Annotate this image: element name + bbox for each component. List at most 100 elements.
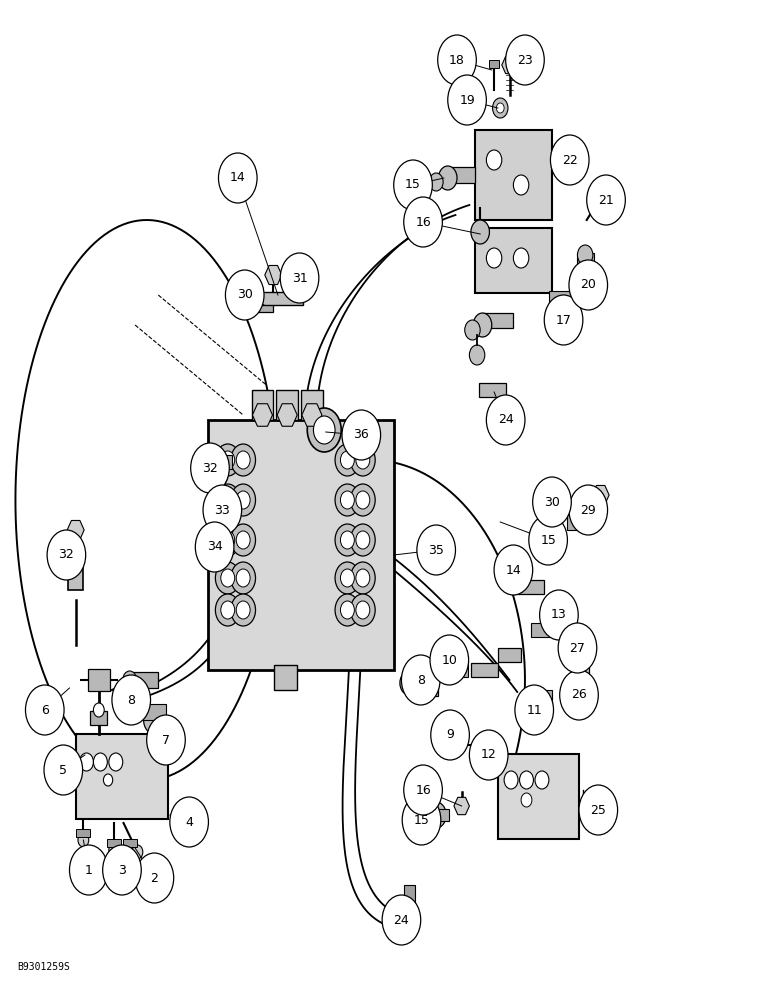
Bar — [76, 734, 168, 819]
Circle shape — [356, 451, 370, 469]
Circle shape — [448, 730, 463, 750]
Circle shape — [471, 220, 489, 244]
Circle shape — [236, 451, 250, 469]
Polygon shape — [67, 520, 84, 540]
Circle shape — [430, 635, 469, 685]
Circle shape — [340, 491, 354, 509]
Circle shape — [144, 706, 165, 734]
Bar — [404, 885, 415, 907]
Text: 23: 23 — [517, 53, 533, 66]
Circle shape — [25, 685, 64, 735]
Circle shape — [350, 562, 375, 594]
Bar — [498, 754, 579, 839]
Bar — [529, 690, 552, 706]
Polygon shape — [302, 404, 322, 426]
Circle shape — [335, 594, 360, 626]
Text: 20: 20 — [581, 278, 596, 291]
Text: 4: 4 — [185, 815, 193, 828]
Circle shape — [236, 569, 250, 587]
Bar — [252, 390, 273, 420]
Bar — [471, 663, 499, 677]
Circle shape — [544, 295, 583, 345]
Circle shape — [231, 524, 256, 556]
Circle shape — [335, 562, 360, 594]
Circle shape — [350, 484, 375, 516]
Text: 5: 5 — [59, 764, 67, 776]
Circle shape — [135, 853, 174, 903]
Circle shape — [215, 524, 240, 556]
Circle shape — [350, 594, 375, 626]
Circle shape — [356, 491, 370, 509]
Text: 10: 10 — [442, 654, 457, 667]
Circle shape — [112, 675, 151, 725]
Circle shape — [382, 895, 421, 945]
Circle shape — [535, 771, 549, 789]
Circle shape — [554, 297, 574, 323]
Circle shape — [540, 590, 578, 640]
Text: 29: 29 — [581, 504, 596, 516]
Text: 11: 11 — [527, 704, 542, 716]
Circle shape — [280, 253, 319, 303]
Bar — [107, 839, 121, 847]
Polygon shape — [435, 639, 451, 657]
Text: 21: 21 — [598, 194, 614, 207]
Circle shape — [521, 793, 532, 807]
Circle shape — [342, 410, 381, 460]
Circle shape — [195, 522, 234, 572]
Text: 18: 18 — [449, 53, 465, 66]
Circle shape — [506, 35, 544, 85]
Circle shape — [473, 313, 492, 337]
Circle shape — [579, 785, 618, 835]
Text: 35: 35 — [428, 544, 444, 556]
Circle shape — [496, 103, 504, 113]
Text: 25: 25 — [591, 804, 606, 816]
Bar — [88, 669, 110, 691]
Circle shape — [231, 594, 256, 626]
Bar — [567, 514, 591, 530]
Circle shape — [335, 524, 360, 556]
Circle shape — [486, 248, 502, 268]
Circle shape — [103, 845, 141, 895]
Text: 32: 32 — [202, 462, 218, 475]
Bar — [596, 181, 608, 211]
Circle shape — [356, 601, 370, 619]
Circle shape — [350, 444, 375, 476]
Bar — [127, 672, 158, 688]
Circle shape — [513, 248, 529, 268]
Text: 16: 16 — [415, 784, 431, 796]
Circle shape — [356, 531, 370, 549]
Circle shape — [78, 833, 89, 847]
Bar — [123, 839, 137, 847]
Circle shape — [221, 569, 235, 587]
Circle shape — [221, 601, 235, 619]
Text: 36: 36 — [354, 428, 369, 442]
Circle shape — [438, 166, 457, 190]
Circle shape — [448, 75, 486, 125]
Circle shape — [221, 531, 235, 549]
Circle shape — [231, 484, 256, 516]
Circle shape — [587, 175, 625, 225]
Text: B9301259S: B9301259S — [17, 962, 69, 972]
Circle shape — [402, 795, 441, 845]
Bar — [283, 281, 304, 295]
Circle shape — [93, 703, 104, 717]
Text: 15: 15 — [405, 178, 421, 192]
Polygon shape — [594, 186, 610, 204]
Circle shape — [558, 623, 597, 673]
Circle shape — [191, 443, 229, 493]
Polygon shape — [454, 797, 469, 815]
Circle shape — [493, 98, 508, 118]
Circle shape — [221, 491, 235, 509]
Circle shape — [486, 734, 503, 756]
Text: 33: 33 — [215, 504, 230, 516]
Circle shape — [469, 345, 485, 365]
Text: 8: 8 — [127, 694, 135, 706]
Text: 9: 9 — [446, 728, 454, 742]
Circle shape — [489, 739, 499, 751]
Polygon shape — [212, 469, 228, 487]
Circle shape — [307, 408, 341, 452]
Circle shape — [123, 671, 137, 689]
Circle shape — [560, 670, 598, 720]
Bar — [276, 390, 298, 420]
Circle shape — [350, 524, 375, 556]
